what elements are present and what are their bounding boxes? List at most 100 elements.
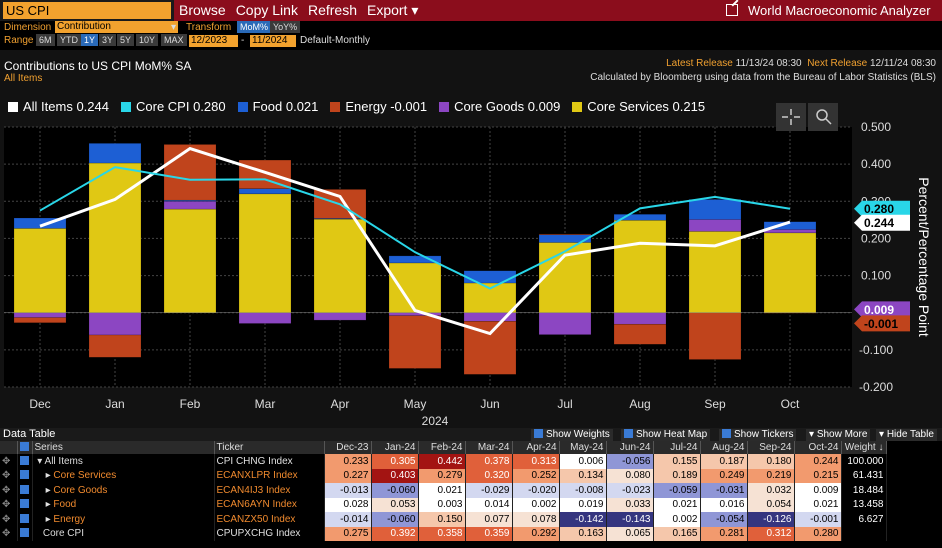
heat-cell[interactable]: 0.392 [371, 526, 419, 541]
heat-cell[interactable]: 0.359 [465, 526, 513, 541]
heat-cell[interactable]: -0.143 [606, 512, 654, 527]
refresh-menu[interactable]: Refresh [307, 2, 357, 18]
heat-cell[interactable]: 0.021 [418, 483, 466, 498]
security-input[interactable]: US CPI [3, 2, 171, 19]
frequency-select[interactable]: Default-Monthly [300, 35, 371, 46]
heat-cell[interactable]: -0.029 [465, 483, 513, 498]
ticker[interactable]: CPI CHNG Index [214, 454, 325, 469]
ticker[interactable]: ECANXLPR Index [214, 468, 325, 483]
row-handle[interactable]: ✥ [0, 454, 18, 469]
heat-cell[interactable]: 0.134 [559, 468, 607, 483]
series-name[interactable]: ▸ Food [32, 497, 215, 512]
range-10y-button[interactable]: 10Y [136, 34, 159, 46]
heat-cell[interactable]: -0.056 [606, 454, 654, 469]
heat-cell[interactable]: 0.019 [559, 497, 607, 512]
series-name[interactable]: ▸ Energy [32, 512, 215, 527]
show-tickers-toggle[interactable]: Show Tickers [719, 429, 797, 441]
legend-item[interactable]: All Items 0.244 [8, 99, 109, 114]
range-1y-button[interactable]: 1Y [81, 34, 99, 46]
heat-cell[interactable]: 0.002 [653, 512, 701, 527]
drag-handle-icon[interactable]: ✥ [2, 470, 11, 482]
heat-cell[interactable]: 0.215 [794, 468, 842, 483]
app-title[interactable]: World Macroeconomic Analyzer [718, 0, 942, 21]
heat-cell[interactable]: 0.155 [653, 454, 701, 469]
crosshair-icon[interactable] [776, 103, 806, 131]
hide-table-button[interactable]: ▾ Hide Table [876, 429, 937, 441]
end-date-input[interactable]: 11/2024 [250, 35, 296, 47]
heat-cell[interactable]: 0.080 [606, 468, 654, 483]
column-header[interactable]: Feb-24 [418, 441, 466, 454]
drag-handle-icon[interactable]: ✥ [2, 528, 11, 540]
column-header[interactable]: Dec-23 [324, 441, 372, 454]
column-header[interactable]: Oct-24 [794, 441, 842, 454]
series-name[interactable]: ▸ Core Services [32, 468, 215, 483]
column-header[interactable]: Ticker [214, 441, 325, 454]
dimension-dropdown-icon[interactable]: ▾ [171, 22, 177, 33]
row-handle[interactable]: ✥ [0, 468, 18, 483]
transform-yoy-button[interactable]: YoY% [270, 21, 301, 33]
column-header[interactable]: Mar-24 [465, 441, 513, 454]
heat-cell[interactable]: 0.150 [418, 512, 466, 527]
heat-cell[interactable]: 0.442 [418, 454, 466, 469]
row-handle[interactable]: ✥ [0, 483, 18, 498]
heat-cell[interactable]: 0.313 [512, 454, 560, 469]
drag-handle-icon[interactable]: ✥ [2, 455, 11, 467]
copy-link-menu[interactable]: Copy Link [235, 2, 298, 18]
heat-cell[interactable]: -0.126 [747, 512, 795, 527]
start-date-input[interactable]: 12/2023 [189, 35, 238, 47]
heat-cell[interactable]: 0.252 [512, 468, 560, 483]
row-checkbox[interactable] [17, 497, 33, 512]
heat-cell[interactable]: 0.227 [324, 468, 372, 483]
column-header[interactable]: Jan-24 [371, 441, 419, 454]
series-name[interactable]: ▸ Core Goods [32, 483, 215, 498]
row-handle[interactable]: ✥ [0, 497, 18, 512]
heat-cell[interactable]: -0.059 [653, 483, 701, 498]
heat-cell[interactable]: 0.053 [371, 497, 419, 512]
show-weights-toggle[interactable]: Show Weights [531, 429, 613, 441]
heat-cell[interactable]: 0.187 [700, 454, 748, 469]
heat-cell[interactable]: 0.078 [512, 512, 560, 527]
dimension-select[interactable]: Contribution [55, 21, 178, 33]
heat-cell[interactable]: 0.016 [700, 497, 748, 512]
heat-cell[interactable]: 0.244 [794, 454, 842, 469]
row-checkbox[interactable] [17, 512, 33, 527]
drag-handle-icon[interactable]: ✥ [2, 513, 11, 525]
export-menu[interactable]: Export ▾ [366, 2, 419, 18]
heat-cell[interactable]: 0.403 [371, 468, 419, 483]
row-checkbox[interactable] [17, 483, 33, 498]
legend-item[interactable]: Core Goods 0.009 [439, 99, 560, 114]
heat-cell[interactable]: 0.180 [747, 454, 795, 469]
row-handle[interactable]: ✥ [0, 512, 18, 527]
zoom-icon[interactable] [808, 103, 838, 131]
heat-cell[interactable]: -0.020 [512, 483, 560, 498]
heat-cell[interactable]: -0.023 [606, 483, 654, 498]
heat-cell[interactable]: 0.014 [465, 497, 513, 512]
transform-mom-button[interactable]: MoM% [237, 21, 272, 33]
legend-item[interactable]: Energy -0.001 [330, 99, 427, 114]
show-heat-map-toggle[interactable]: Show Heat Map [621, 429, 711, 441]
heat-cell[interactable]: -0.014 [324, 512, 372, 527]
heat-cell[interactable]: 0.275 [324, 526, 372, 541]
row-checkbox[interactable] [17, 454, 33, 469]
heat-cell[interactable]: 0.281 [700, 526, 748, 541]
heat-cell[interactable]: 0.249 [700, 468, 748, 483]
heat-cell[interactable]: 0.358 [418, 526, 466, 541]
table-row[interactable]: ✥ Core CPI CPUPXCHG Index 0.275 0.392 0.358 0… [0, 526, 887, 541]
range-6m-button[interactable]: 6M [36, 34, 55, 46]
column-header[interactable]: Aug-24 [700, 441, 748, 454]
column-header[interactable]: Jul-24 [653, 441, 701, 454]
range-5y-button[interactable]: 5Y [117, 34, 135, 46]
heat-cell[interactable]: 0.028 [324, 497, 372, 512]
column-header[interactable]: May-24 [559, 441, 607, 454]
column-header[interactable]: Series [32, 441, 215, 454]
heat-cell[interactable]: 0.280 [794, 526, 842, 541]
table-row[interactable]: ✥ ▾ All Items CPI CHNG Index 0.233 0.305 0.4… [0, 454, 887, 469]
ticker[interactable]: ECAN4IJ3 Index [214, 483, 325, 498]
row-handle[interactable]: ✥ [0, 526, 18, 541]
heat-cell[interactable]: -0.060 [371, 483, 419, 498]
ticker[interactable]: ECANZX50 Index [214, 512, 325, 527]
table-row[interactable]: ✥ ▸ Food ECAN6AYN Index 0.028 0.053 0.003 0.0… [0, 497, 887, 512]
heat-cell[interactable]: -0.008 [559, 483, 607, 498]
drag-handle-icon[interactable]: ✥ [2, 499, 11, 511]
heat-cell[interactable]: -0.031 [700, 483, 748, 498]
